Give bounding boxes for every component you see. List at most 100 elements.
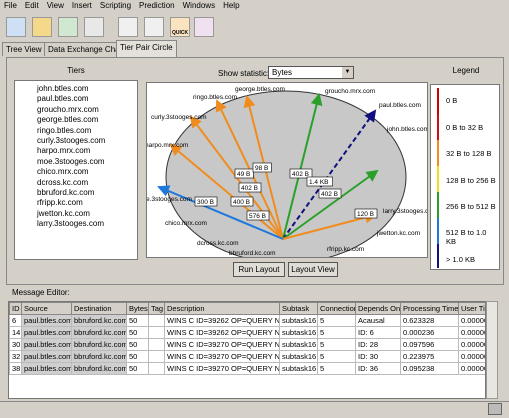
message-table: ID Source Destination Bytes Tag Description Su… xyxy=(9,302,485,375)
tier-item: groucho.mrx.com xyxy=(37,104,99,114)
edge-label: 98 B xyxy=(255,165,268,172)
table-cell: 5 xyxy=(317,362,356,375)
column-header: Subtask xyxy=(279,302,318,315)
table-cell: WINS C ID=39270 OP=QUERY N... xyxy=(164,350,280,363)
table-cell: Acausal xyxy=(355,314,401,327)
legend-item: 128 B to 256 B xyxy=(446,176,496,185)
node-label: john.btles.com xyxy=(386,126,428,133)
table-cell: bbruford.kc.com xyxy=(71,350,127,363)
table-cell: subtask16 xyxy=(279,350,318,363)
edge-label-box xyxy=(354,208,378,219)
legend-item: 32 B to 128 B xyxy=(446,149,492,158)
column-header: Depends On xyxy=(355,302,401,315)
legend-title: Legend xyxy=(452,66,480,75)
scrollbar[interactable] xyxy=(486,301,498,399)
node-label: curly.3stooges.com xyxy=(151,114,207,121)
table-cell: 5 xyxy=(317,350,356,363)
table-cell: 0.623328 xyxy=(400,314,459,327)
table-cell: 50 xyxy=(126,314,149,327)
menu-item[interactable]: Help xyxy=(223,1,240,10)
tier-list[interactable]: john.btles.com paul.btles.com groucho.mrx.… xyxy=(14,80,138,260)
tab-active[interactable]: Tier Pair Circle xyxy=(116,40,177,57)
panel xyxy=(6,57,504,285)
menu-item[interactable]: Insert xyxy=(71,1,92,10)
table-cell: 0.00000 xyxy=(458,362,485,375)
column-header: Destination xyxy=(71,302,127,315)
table-cell: 5 xyxy=(317,326,356,339)
table-cell: 50 xyxy=(126,326,149,339)
table-cell: 0.00000 xyxy=(458,338,485,351)
table-cell: bbruford.kc.com xyxy=(71,362,127,375)
legend-item: > 1.0 KB xyxy=(446,255,475,264)
table-cell: paul.btles.com xyxy=(21,362,72,375)
node-label: groucho.mrx.com xyxy=(325,88,375,95)
tab[interactable]: Tree View xyxy=(2,42,46,56)
menu-item[interactable]: Edit xyxy=(24,1,39,10)
tool-button[interactable] xyxy=(84,17,104,37)
node-label: jwetton.kc.com xyxy=(376,230,420,237)
table-cell xyxy=(148,350,165,363)
table-cell: 0.000236 xyxy=(400,326,459,339)
table-cell: subtask16 xyxy=(279,338,318,351)
table-cell: subtask16 xyxy=(279,362,318,375)
table-cell: bbruford.kc.com xyxy=(71,338,127,351)
table-row: 32 paul.btles.com bbruford.kc.com 50 WINS C … xyxy=(9,350,485,363)
legend-arrows xyxy=(437,88,439,268)
node-label: harpo.mrx.com xyxy=(146,142,188,149)
table-cell: paul.btles.com xyxy=(21,350,72,363)
column-header: Tag xyxy=(148,302,165,315)
table-cell: ID: 6 xyxy=(355,326,401,339)
table-cell: subtask16 xyxy=(279,326,318,339)
table-cell: 5 xyxy=(317,338,356,351)
table-row: 6 paul.btles.com bbruford.kc.com 50 WINS C I… xyxy=(9,314,485,327)
edge xyxy=(169,143,284,240)
tool-button[interactable] xyxy=(118,17,138,37)
menu-item[interactable]: View xyxy=(46,1,64,10)
table-cell: subtask16 xyxy=(279,314,318,327)
tool-button[interactable] xyxy=(194,17,214,37)
tool-button[interactable] xyxy=(32,17,52,37)
node-label: ringo.btles.com xyxy=(193,94,237,101)
statistic-label: Show statistic: xyxy=(218,69,270,78)
tier-item: paul.btles.com xyxy=(37,94,89,104)
table-cell: 50 xyxy=(126,350,149,363)
menu-item[interactable]: Prediction xyxy=(139,1,175,10)
edge-label: 300 B xyxy=(197,199,214,206)
legend xyxy=(430,84,500,270)
tier-item: larry.3stooges.com xyxy=(37,219,104,229)
legend-item: 0 B to 32 B xyxy=(446,123,484,132)
table-cell: bbruford.kc.com xyxy=(71,326,127,339)
tool-button[interactable] xyxy=(144,17,164,37)
tool-button[interactable] xyxy=(6,17,26,37)
menu-item[interactable]: Scripting xyxy=(99,1,132,10)
table-cell: ID: 28 xyxy=(355,338,401,351)
quick-button[interactable]: QUICK xyxy=(170,17,190,37)
table-row: 30 paul.btles.com bbruford.kc.com 50 WINS C … xyxy=(9,338,485,351)
edge-label-box xyxy=(230,196,254,207)
tier-item: dcross.kc.com xyxy=(37,177,89,187)
table-cell: 0.095238 xyxy=(400,362,459,375)
table-cell: 0.00000 xyxy=(458,350,485,363)
layout-view-button[interactable]: Layout View xyxy=(288,262,338,277)
statistic-dropdown[interactable]: Bytes ▼ xyxy=(268,66,354,79)
tier-item: curly.3stooges.com xyxy=(37,136,106,146)
table-cell: 50 xyxy=(126,338,149,351)
edge-label-box xyxy=(318,188,342,199)
node-label: larry.3stooges.com xyxy=(383,208,428,215)
menu-item[interactable]: File xyxy=(4,1,17,10)
table-cell: ID: 30 xyxy=(355,350,401,363)
run-layout-button[interactable]: Run Layout xyxy=(233,262,285,277)
edge xyxy=(282,109,377,240)
menu-item[interactable]: Windows xyxy=(182,1,216,10)
node-label: dcross.kc.com xyxy=(197,240,239,247)
edge-label: 120 B xyxy=(357,211,374,218)
tool-button[interactable] xyxy=(58,17,78,37)
edge-label: 402 B xyxy=(292,171,309,178)
table-cell: 0.097596 xyxy=(400,338,459,351)
legend-item: 256 B to 512 B xyxy=(446,202,496,211)
tier-item: john.btles.com xyxy=(37,84,89,93)
edge-label: 402 B xyxy=(321,191,338,198)
tier-item: bbruford.kc.com xyxy=(37,188,95,198)
tier-item: jwetton.kc.com xyxy=(37,208,90,218)
